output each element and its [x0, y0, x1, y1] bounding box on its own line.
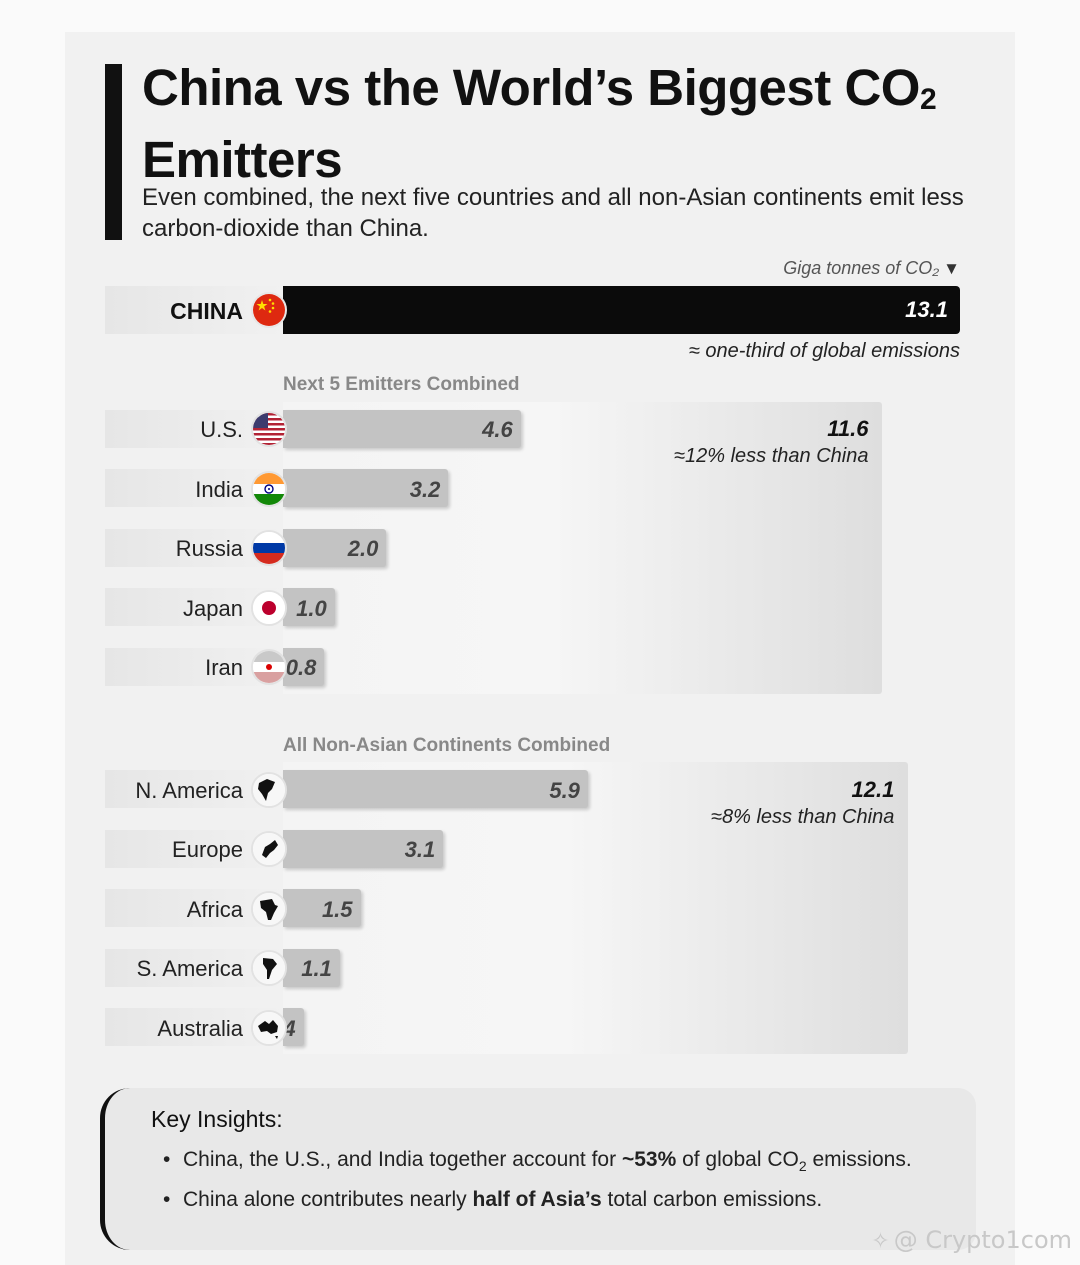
bar-japan — [283, 588, 335, 626]
label-india: India — [195, 477, 243, 502]
japan-flag-icon — [251, 590, 287, 626]
insight-item-2: China alone contributes nearly half of A… — [163, 1186, 923, 1213]
title-accent-bar — [105, 64, 122, 240]
label-australia: Australia — [157, 1016, 243, 1041]
unit-label: Giga tonnes of CO₂ ▼ — [783, 258, 960, 278]
value-label-russia: 2.0 — [347, 536, 379, 561]
value-label-china: 13.1 — [905, 297, 948, 322]
europe-globe-icon — [251, 831, 287, 867]
insights-title: Key Insights: — [151, 1106, 283, 1132]
label-europe: Europe — [172, 837, 243, 862]
value-label-europe: 3.1 — [404, 837, 436, 862]
triangle-down-icon: ▼ — [943, 259, 960, 278]
group-note-next5: ≈12% less than China — [674, 445, 869, 467]
russia-flag-icon — [251, 530, 287, 566]
group-note-continents: ≈8% less than China — [711, 806, 895, 828]
value-label-south-america: 1.1 — [301, 956, 332, 981]
australia-globe-icon — [251, 1010, 287, 1046]
bar-russia — [283, 529, 387, 567]
china-flag-icon — [251, 292, 287, 328]
label-south-america: S. America — [136, 956, 243, 981]
insights-list: China, the U.S., and India together acco… — [163, 1146, 923, 1219]
watermark: ✧ @ Crypto1com — [871, 1226, 1072, 1254]
group-label-continents: All Non-Asian Continents Combined — [283, 735, 611, 756]
diamond-logo-icon: ✧ — [871, 1229, 890, 1254]
north-america-globe-icon — [251, 772, 287, 808]
south-america-globe-icon — [251, 950, 287, 986]
label-us: U.S. — [200, 417, 243, 442]
china-note: ≈ one-third of global emissions — [688, 340, 960, 362]
chart-subtitle: Even combined, the next five countries a… — [142, 184, 964, 242]
value-label-north-america: 5.9 — [549, 778, 580, 803]
bar-africa — [283, 889, 361, 927]
label-china: CHINA — [170, 298, 243, 324]
bar-europe — [283, 830, 444, 868]
group-total-box-continents — [283, 762, 909, 1054]
bar-china — [283, 286, 960, 334]
iran-flag-icon — [251, 649, 287, 685]
bar-us — [283, 410, 521, 448]
group-total-continents: 12.1 — [851, 777, 895, 802]
bar-australia — [283, 1008, 304, 1046]
group-total-next5: 11.6 — [827, 416, 869, 441]
value-label-japan: 1.0 — [296, 596, 327, 621]
key-insights-panel: Key Insights: China, the U.S., and India… — [100, 1088, 976, 1250]
label-iran: Iran — [205, 655, 243, 680]
value-label-india: 3.2 — [409, 477, 441, 502]
bar-iran — [283, 648, 325, 686]
bar-india — [283, 469, 449, 507]
group-label-next5: Next 5 Emitters Combined — [283, 374, 520, 395]
label-africa: Africa — [186, 897, 243, 922]
label-japan: Japan — [183, 596, 243, 621]
bar-north-america — [283, 770, 588, 808]
label-russia: Russia — [175, 536, 243, 561]
value-label-us: 4.6 — [482, 417, 513, 442]
africa-globe-icon — [251, 891, 287, 927]
insight-item-1: China, the U.S., and India together acco… — [163, 1146, 923, 1180]
india-flag-icon — [251, 471, 287, 507]
label-north-america: N. America — [135, 778, 243, 803]
chart-title: China vs the World’s Biggest CO2 Emitters — [142, 59, 937, 188]
value-label-iran: 0.8 — [285, 655, 317, 680]
bar-south-america — [283, 949, 340, 987]
value-label-africa: 1.5 — [321, 897, 353, 922]
us-flag-icon — [251, 411, 287, 447]
